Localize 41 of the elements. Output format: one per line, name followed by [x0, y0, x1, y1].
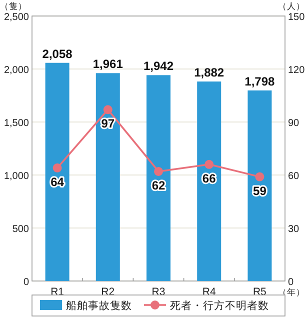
y2-tick-label: 90	[288, 118, 300, 129]
point	[154, 166, 163, 176]
y-tick-label: 2,500	[4, 12, 30, 23]
x-tick-label: R5	[252, 286, 267, 298]
y2-tick-label: 0	[288, 277, 294, 288]
point	[255, 172, 264, 182]
y2-axis-title: （人）	[278, 1, 305, 11]
data-label: 64	[50, 174, 64, 189]
bar	[197, 82, 222, 281]
y-tick-label: 1,500	[4, 118, 30, 129]
data-label: 62	[152, 178, 166, 192]
x-tick-label: R1	[50, 286, 64, 298]
point	[204, 160, 214, 169]
x-tick-label: R2	[101, 286, 115, 298]
data-label: 1,798	[244, 74, 276, 88]
y-tick-label: 2,000	[4, 65, 30, 76]
legend-label: 死者・行方不明者数	[170, 299, 269, 312]
bar	[248, 90, 272, 281]
y2-tick-label: 60	[288, 171, 300, 182]
data-label: 97	[101, 116, 115, 131]
y-tick-label: 500	[12, 224, 30, 235]
data-label: 2,058	[42, 46, 73, 61]
y2-tick-label: 150	[288, 12, 306, 23]
point	[52, 163, 62, 172]
y-tick-label: 0	[23, 277, 30, 288]
legend-label: 船舶事故隻数	[66, 299, 132, 312]
x-tick-label: R4	[202, 286, 216, 298]
y2-tick-label: 30	[288, 224, 300, 235]
data-label: 1,961	[92, 57, 124, 72]
bar	[45, 62, 70, 281]
y-tick-label: 1,000	[4, 171, 30, 182]
x-tick-label: R3	[152, 286, 166, 298]
data-label: 1,942	[143, 59, 174, 74]
data-label: 1,882	[194, 66, 224, 80]
point	[103, 105, 112, 114]
bar	[96, 73, 120, 281]
y2-tick-label: 120	[288, 65, 306, 76]
data-label: 59	[253, 184, 267, 198]
bar	[146, 75, 170, 281]
data-label: 66	[202, 171, 216, 186]
y-axis-title: （隻）	[0, 1, 27, 11]
